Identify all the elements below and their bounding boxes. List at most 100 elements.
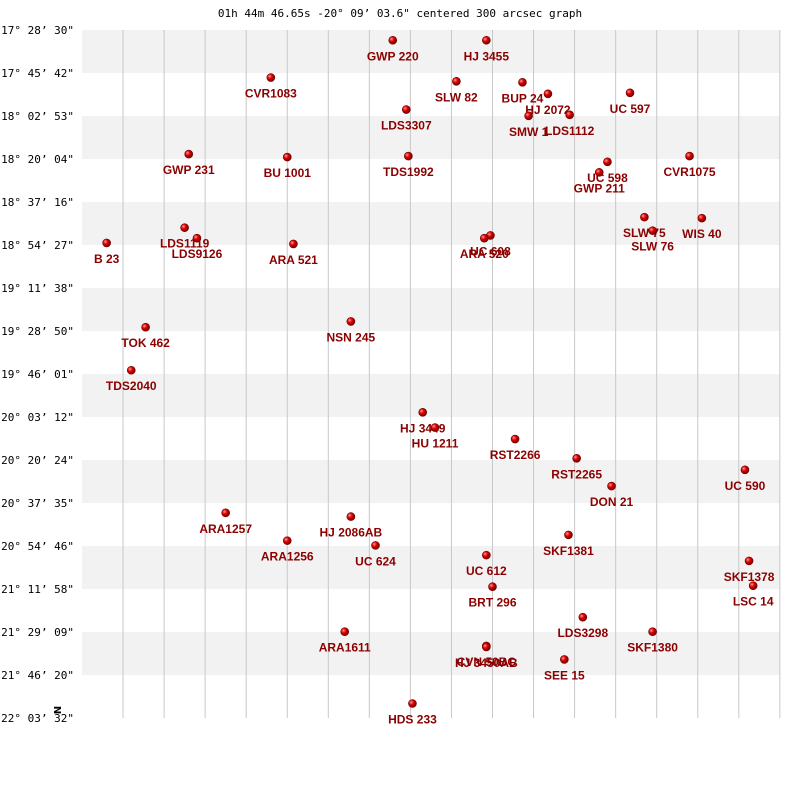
star-point: LDS1112 <box>545 110 595 138</box>
star-label: LDS3298 <box>557 626 608 640</box>
star-marker <box>346 317 356 326</box>
star-label: DON 21 <box>590 495 634 509</box>
star-marker <box>282 536 292 545</box>
star-label: UC 612 <box>466 564 507 578</box>
star-marker <box>340 627 350 636</box>
star-point: ARA1257 <box>199 508 252 536</box>
star-marker <box>543 89 553 99</box>
star-label: RST2266 <box>490 448 541 462</box>
star-marker <box>266 73 276 82</box>
background-band <box>82 632 780 676</box>
chart-title: 01h 44m 46.65s -20° 09’ 03.6" centered 3… <box>218 7 582 20</box>
star-point: LSC 14 <box>733 581 774 609</box>
star-marker <box>572 454 581 463</box>
y-tick-label: -20° 20’ 24" <box>0 454 74 467</box>
star-label: WIS 40 <box>682 227 722 241</box>
star-marker <box>488 582 497 591</box>
star-point: UC 590 <box>725 465 766 493</box>
y-tick-label: -20° 03’ 12" <box>0 411 74 424</box>
star-marker <box>102 238 111 248</box>
star-point: BUP 24 <box>502 77 544 105</box>
star-label: TDS1992 <box>383 165 434 179</box>
star-marker <box>388 35 398 45</box>
star-marker <box>401 105 411 114</box>
star-label: HJ 2086AB <box>320 526 383 540</box>
background-band <box>82 288 780 332</box>
star-label: SLW 76 <box>631 240 674 254</box>
star-marker <box>430 423 440 432</box>
star-marker <box>565 110 574 120</box>
star-marker <box>685 151 694 161</box>
star-point: ARA 521 <box>269 239 318 267</box>
background-bands <box>82 30 780 676</box>
star-label: HDS 233 <box>388 712 437 726</box>
star-label: TOK 462 <box>121 336 170 350</box>
y-tick-label: -21° 46’ 20" <box>0 669 74 682</box>
star-label: LDS9126 <box>172 247 223 261</box>
star-point: WIS 40 <box>682 213 722 241</box>
star-point: SLW 76 <box>631 226 674 254</box>
star-marker <box>510 434 520 444</box>
star-label: LSC 14 <box>733 595 774 609</box>
star-label: SKF1378 <box>724 570 775 584</box>
star-point: B 23 <box>94 238 120 266</box>
star-marker <box>184 149 194 159</box>
star-label: ARA 521 <box>269 253 318 267</box>
star-label: ARA1611 <box>319 641 371 655</box>
star-marker <box>126 365 136 375</box>
star-marker <box>740 465 750 475</box>
star-label: NSN 245 <box>327 330 376 344</box>
star-point: HU 1211 <box>412 423 459 451</box>
y-tick-label: -22° 03’ 32" <box>0 712 74 725</box>
star-point: CVR1075 <box>664 151 716 179</box>
star-point: HJ 2086AB <box>320 512 383 540</box>
star-marker <box>560 655 569 664</box>
star-point: RST2266 <box>490 434 541 462</box>
star-point: ARA1256 <box>261 536 314 564</box>
star-marker <box>697 213 707 223</box>
star-point: HJ 3455 <box>464 35 510 63</box>
star-label: UC 597 <box>610 102 651 116</box>
star-marker <box>482 550 491 560</box>
star-label: BUP 24 <box>502 91 544 105</box>
star-point: RST2265 <box>551 454 602 481</box>
star-label: SEE 15 <box>544 668 585 682</box>
star-point: GWP 211 <box>574 168 625 195</box>
star-marker <box>564 530 573 540</box>
star-point: CVR1083 <box>245 73 297 101</box>
star-label: LDS1112 <box>545 124 595 138</box>
y-tick-label: -20° 54’ 46" <box>0 540 74 553</box>
star-point: LDS3298 <box>557 612 608 640</box>
star-marker <box>648 627 657 636</box>
star-point: SMW 1 <box>509 111 549 139</box>
star-label: BRT 296 <box>468 596 516 610</box>
y-tick-label: -17° 28’ 30" <box>0 24 74 37</box>
star-marker <box>192 233 202 243</box>
star-label: SLW 82 <box>435 90 478 104</box>
star-point: SEE 15 <box>544 655 585 682</box>
star-marker <box>479 233 489 243</box>
star-label: ARA 520 <box>460 247 509 261</box>
star-label: GWP 231 <box>163 163 215 177</box>
star-label: HJ 2072 <box>525 103 571 117</box>
star-point: HDS 233 <box>388 699 437 726</box>
star-label: TDS2040 <box>106 379 157 393</box>
star-marker <box>607 481 616 491</box>
star-label: HU 1211 <box>412 437 459 451</box>
background-band <box>82 30 780 74</box>
y-tick-label: -19° 11’ 38" <box>0 282 74 295</box>
star-marker <box>452 76 461 86</box>
star-label: HJ 3455 <box>464 49 510 63</box>
star-marker <box>578 612 588 622</box>
star-label: ARA1256 <box>261 550 314 564</box>
star-marker <box>371 541 380 550</box>
star-marker <box>141 322 150 332</box>
star-point: DON 21 <box>590 481 634 509</box>
star-point: SKF1381 <box>543 530 594 558</box>
background-band <box>82 460 780 504</box>
star-marker <box>408 699 417 708</box>
star-marker <box>404 151 413 161</box>
star-marker <box>289 239 298 249</box>
star-marker <box>346 512 356 521</box>
